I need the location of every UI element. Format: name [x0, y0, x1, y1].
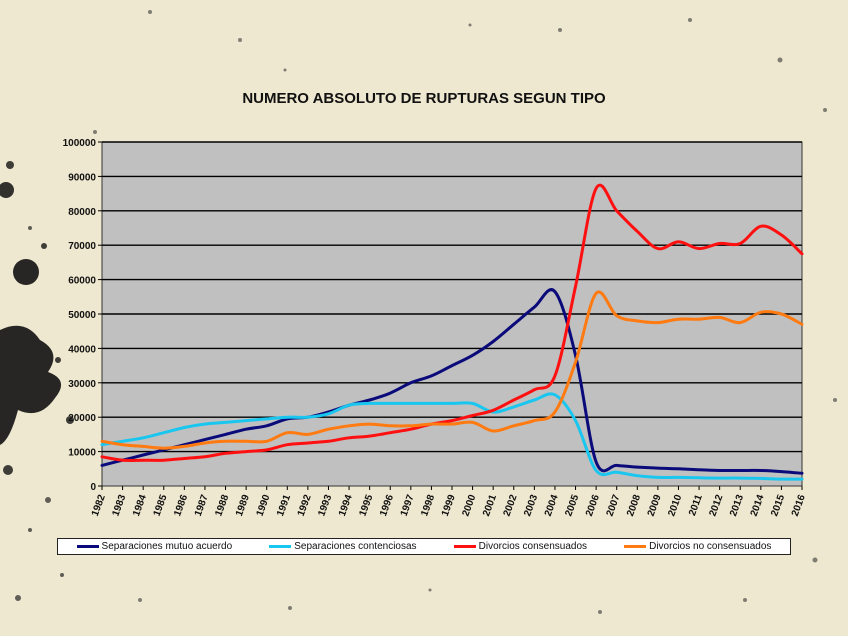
legend-swatch: [76, 545, 99, 548]
x-tick-label: 2013: [728, 493, 746, 518]
x-tick-label: 1985: [152, 493, 170, 518]
x-tick-label: 2010: [666, 493, 684, 518]
x-tick-label: 2007: [605, 493, 623, 518]
y-tick-label: 90000: [68, 172, 96, 183]
legend-item: Divorcios consensuados: [453, 541, 588, 552]
x-tick-label: 1990: [255, 493, 273, 518]
x-axis-ticks: 1982 1983 1984 1985 1986 1987 1988 1989 1990 1991…: [90, 486, 808, 518]
x-tick-label: 1997: [399, 493, 417, 518]
x-tick-label: 2005: [563, 493, 581, 518]
legend-item: Divorcios no consensuados: [624, 541, 771, 552]
x-tick-label: 2002: [502, 493, 520, 518]
x-tick-label: 1987: [193, 493, 211, 518]
legend-label: Divorcios no consensuados: [649, 541, 772, 552]
x-tick-label: 2012: [708, 493, 726, 518]
x-tick-label: 1982: [90, 493, 108, 518]
x-tick-label: 1996: [378, 493, 396, 518]
y-tick-label: 60000: [68, 276, 96, 287]
x-tick-label: 1986: [172, 493, 190, 518]
series-line: [100, 290, 804, 450]
y-tick-label: 30000: [68, 379, 96, 390]
legend-item: Separaciones contenciosas: [269, 541, 417, 552]
y-tick-label: 100000: [63, 138, 97, 149]
legend-label: Divorcios consensuados: [478, 541, 588, 552]
x-tick-label: 1992: [296, 493, 314, 518]
y-tick-label: 80000: [68, 207, 96, 218]
x-tick-label: 2015: [769, 493, 787, 518]
x-tick-label: 1993: [316, 493, 334, 518]
legend-swatch: [453, 545, 476, 548]
legend-swatch: [269, 545, 292, 548]
series-line: [100, 183, 804, 462]
x-tick-label: 2000: [460, 493, 478, 518]
x-tick-label: 1989: [234, 493, 252, 518]
x-tick-label: 1994: [337, 493, 355, 518]
chart-legend: Separaciones mutuo acuerdo Separaciones …: [57, 538, 791, 555]
x-tick-label: 2011: [687, 493, 705, 518]
x-tick-label: 2014: [749, 493, 767, 518]
y-tick-label: 50000: [68, 310, 96, 321]
legend-label: Separaciones mutuo acuerdo: [101, 541, 233, 552]
x-tick-label: 1984: [131, 493, 149, 518]
legend-item: Separaciones mutuo acuerdo: [76, 541, 233, 552]
y-tick-label: 10000: [68, 448, 96, 459]
x-tick-label: 1988: [213, 493, 231, 518]
y-tick-label: 0: [90, 482, 96, 493]
legend-label: Separaciones contenciosas: [294, 541, 417, 552]
y-axis-ticks: 0 10000 20000 30000 40000 50000 60000 70000 8000…: [63, 138, 102, 493]
x-tick-label: 1995: [358, 493, 376, 518]
x-tick-label: 2001: [481, 493, 499, 518]
x-tick-label: 2003: [522, 493, 540, 518]
y-tick-label: 40000: [68, 344, 96, 355]
series-lines: [100, 183, 804, 481]
x-tick-label: 2006: [584, 493, 602, 518]
gridlines: [102, 141, 802, 453]
x-tick-label: 1999: [440, 493, 458, 518]
series-line: [100, 392, 804, 481]
y-tick-label: 20000: [68, 413, 96, 424]
x-tick-label: 1983: [110, 493, 128, 518]
x-tick-label: 2009: [646, 493, 664, 518]
x-tick-label: 2008: [625, 493, 643, 518]
legend-swatch: [624, 545, 647, 548]
x-tick-label: 2004: [543, 493, 561, 518]
x-tick-label: 1998: [419, 493, 437, 518]
y-tick-label: 70000: [68, 241, 96, 252]
series-line: [100, 288, 804, 475]
x-tick-label: 2016: [790, 493, 808, 518]
x-tick-label: 1991: [275, 493, 293, 518]
chart-title: NUMERO ABSOLUTO DE RUPTURAS SEGUN TIPO: [242, 90, 606, 107]
